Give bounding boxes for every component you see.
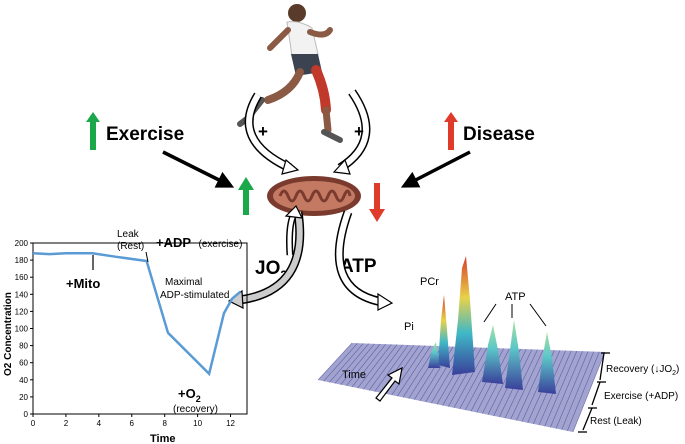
plus-right: + [354, 122, 364, 141]
y-tick-label: 120 [15, 307, 29, 316]
nmr-spectrum: Pi PCr ATP Time Recovery (↓JO2) Exercise… [317, 256, 679, 433]
spectrum-trace [374, 344, 409, 392]
y-tick-label: 0 [24, 410, 29, 419]
spectrum-trace [351, 344, 386, 388]
spectrum-trace [329, 343, 364, 383]
spectrum-trace [510, 349, 544, 420]
x-tick-label: 2 [64, 419, 69, 428]
maximal-annotation: Maximal [165, 277, 202, 288]
leak-annotation: Leak [117, 229, 140, 240]
spectrum-trace [363, 344, 398, 390]
spectrum-trace [555, 351, 589, 429]
y-tick-label: 180 [15, 256, 29, 265]
x-tick-label: 12 [226, 419, 235, 428]
y-ticks: 0 20 40 60 80 100 120 140 160 180 200 [15, 239, 33, 419]
spectrum-trace [397, 345, 431, 397]
recovery-phase-label: Recovery (↓JO2) [606, 364, 679, 377]
time-arrow [375, 366, 403, 402]
y-tick-label: 140 [15, 290, 29, 299]
atp-peak-1 [482, 325, 503, 384]
x-tick-label: 10 [193, 419, 202, 428]
exercise-black-arrow [162, 150, 235, 188]
pcr-label: PCr [420, 276, 439, 288]
spectrum-trace [448, 347, 482, 407]
x-tick-label: 4 [97, 419, 102, 428]
phase-bracket [582, 352, 605, 431]
spectrum-trace [572, 351, 606, 433]
pcr-peak [452, 256, 475, 375]
rest-annotation: (Rest) [117, 241, 144, 252]
disease-up-arrow [444, 112, 458, 150]
adp-annotation: +ADP (exercise) [156, 234, 242, 251]
mito-annotation: +Mito [66, 276, 100, 291]
time-label: Time [342, 369, 366, 381]
spectrum-trace [567, 351, 600, 431]
o2-annotation: +O2 [178, 386, 201, 404]
y-tick-label: 160 [15, 273, 29, 282]
rest-phase-label: Rest (Leak) [590, 416, 642, 427]
y-tick-label: 20 [19, 393, 28, 402]
y-tick-label: 80 [19, 342, 28, 351]
red-down-arrow [369, 183, 385, 222]
exercise-phase-label: Exercise (+ADP) [604, 391, 678, 402]
disease-label: Disease [463, 124, 535, 145]
spectrum-trace [317, 342, 353, 381]
y-tick-label: 100 [15, 325, 29, 334]
plot-frame [32, 242, 248, 415]
spectrum-trace [340, 343, 375, 385]
plus-left: + [258, 122, 268, 141]
spectrum-trace [453, 347, 488, 408]
x-axis-label: Time [150, 433, 175, 444]
spectrum-trace [334, 343, 370, 384]
exercise-up-arrow [86, 112, 100, 150]
spectrum-trace [323, 342, 358, 382]
atp-peak-label: ATP [505, 291, 526, 303]
disease-black-arrow [400, 150, 471, 188]
spectrum-trace [425, 346, 460, 403]
spectrum-trace [550, 351, 583, 428]
y-tick-label: 60 [19, 359, 28, 368]
recovery-annotation: (recovery) [173, 404, 218, 415]
y-tick-label: 40 [19, 376, 28, 385]
spectrum-trace [368, 344, 403, 391]
x-tick-label: 8 [162, 419, 167, 428]
atp-label: ATP [340, 256, 377, 277]
pi-label: Pi [404, 321, 414, 333]
spectrum-trace [357, 344, 392, 389]
spectrum-trace [391, 345, 426, 396]
spectrum-trace [561, 351, 595, 430]
y-axis-label: O2 Concentration [3, 292, 14, 376]
runner-figure [237, 4, 343, 143]
o2-trace-line [32, 252, 242, 377]
atp-peak-3 [538, 332, 556, 394]
atp-peak-2 [505, 320, 523, 390]
mitochondrion-icon [267, 176, 361, 216]
spectrum-trace [544, 350, 578, 427]
x-tick-label: 0 [31, 419, 36, 428]
exercise-label: Exercise [106, 124, 184, 145]
spectrum-trace [402, 345, 437, 398]
spectrum-trace [346, 343, 381, 386]
green-up-arrow [238, 177, 254, 215]
x-tick-label: 6 [130, 419, 135, 428]
adp-stimulated-annotation: ADP-stimulated [160, 290, 229, 301]
y-tick-label: 200 [15, 239, 29, 248]
o2-chart: 0 20 40 60 80 100 120 140 160 180 200 0 2 4 6 8 10 12 O2… [3, 229, 248, 444]
x-ticks: 0 2 4 6 8 10 12 [31, 414, 236, 428]
